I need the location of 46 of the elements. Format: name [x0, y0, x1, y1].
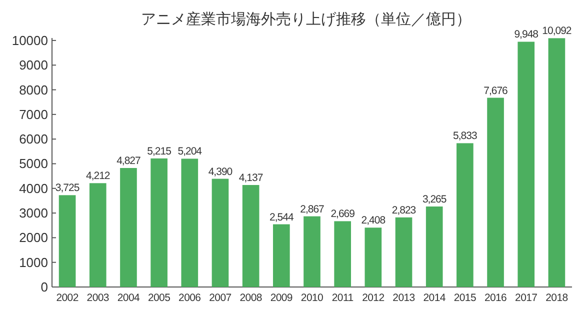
value-label: 4,212 — [86, 170, 110, 182]
xtick: 2005 — [148, 292, 170, 304]
ytick: 3000 — [19, 206, 48, 221]
xtick: 2010 — [300, 292, 324, 304]
xtick: 2012 — [362, 292, 384, 304]
value-label: 2,867 — [300, 203, 324, 216]
ytick: 2000 — [19, 230, 48, 246]
xtick: 2006 — [178, 292, 201, 304]
value-label: 2,823 — [392, 204, 416, 216]
ytick: 8000 — [19, 82, 48, 98]
xtick: 2017 — [515, 292, 538, 304]
value-label: 9,948 — [514, 28, 538, 41]
ytick: 10000 — [12, 32, 48, 48]
ytick: 0 — [40, 280, 48, 294]
ytick: 5000 — [19, 156, 48, 172]
value-label: 2,544 — [270, 211, 294, 224]
xtick: 2015 — [454, 292, 476, 304]
xtick: 2004 — [117, 292, 140, 304]
xtick: 2011 — [332, 292, 354, 304]
xtick: 2018 — [546, 292, 568, 304]
value-label: 7,676 — [484, 84, 508, 97]
value-label: 10,092 — [542, 25, 572, 38]
value-label: 5,833 — [453, 130, 477, 142]
xtick: 2013 — [392, 292, 415, 304]
ytick: 7000 — [19, 106, 48, 122]
ytick: 4000 — [19, 180, 48, 196]
value-label: 3,265 — [422, 194, 446, 206]
title: アニメ産業市場海外売り上げ推移（単位／億円） — [141, 11, 471, 28]
value-label: 2,408 — [361, 214, 386, 227]
value-label: 4,827 — [116, 155, 140, 167]
value-label: 3,725 — [55, 182, 80, 194]
xtick: 2002 — [56, 292, 78, 304]
ytick: 9000 — [19, 58, 48, 73]
value-label: 4,137 — [238, 172, 263, 184]
value-label: 5,215 — [147, 145, 171, 158]
xtick: 2008 — [240, 292, 262, 304]
xtick: 2014 — [423, 292, 446, 304]
value-label: 2,669 — [330, 208, 354, 220]
xtick: 2016 — [484, 292, 507, 304]
xtick: 2009 — [270, 292, 292, 304]
value-label: 5,204 — [178, 146, 202, 158]
xtick: 2007 — [209, 292, 232, 304]
ytick: 1000 — [19, 254, 48, 270]
ytick: 6000 — [19, 132, 48, 147]
value-label: 4,390 — [208, 166, 232, 178]
xtick: 2003 — [86, 292, 109, 304]
